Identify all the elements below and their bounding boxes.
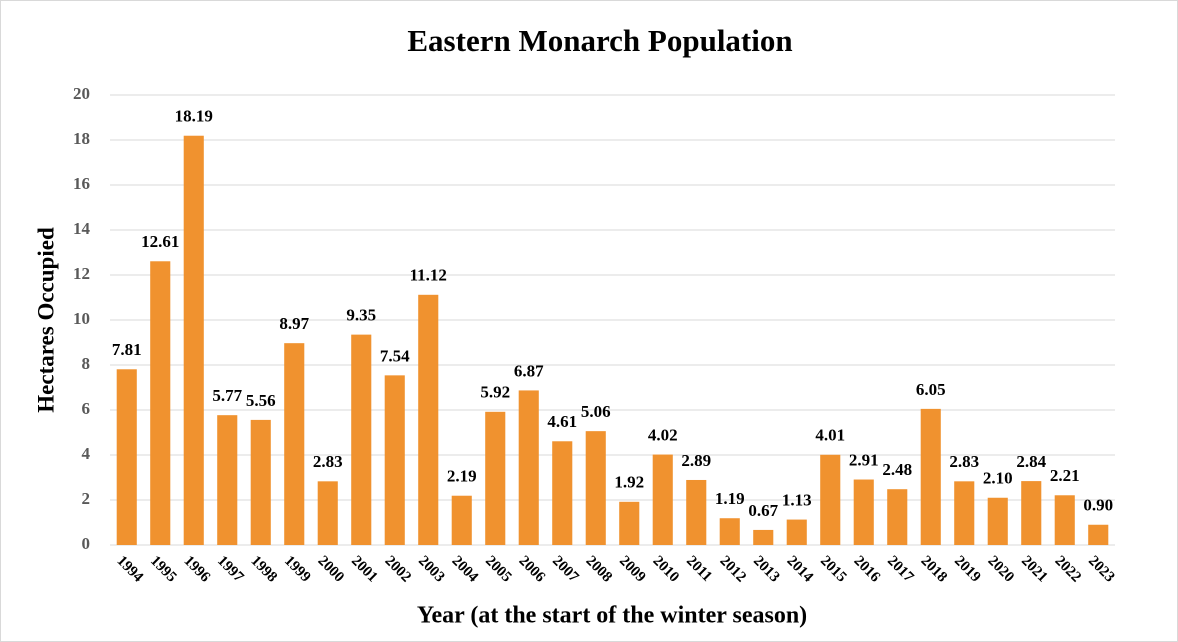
- data-label: 8.97: [279, 314, 309, 333]
- bar: [384, 375, 405, 545]
- data-label: 1.13: [782, 490, 812, 509]
- data-label: 5.06: [581, 402, 611, 421]
- bar: [753, 529, 774, 545]
- data-label: 6.05: [916, 380, 946, 399]
- bar: [1021, 481, 1042, 545]
- data-label: 11.12: [410, 266, 447, 285]
- y-axis-label: Hectares Occupied: [33, 227, 58, 413]
- bar: [284, 343, 305, 545]
- bar: [317, 481, 338, 545]
- y-tick-label: 14: [73, 219, 91, 238]
- data-label: 5.77: [212, 386, 242, 405]
- data-label: 2.83: [313, 452, 343, 471]
- bar: [217, 415, 238, 545]
- data-label: 4.02: [648, 425, 678, 444]
- data-label: 2.19: [447, 467, 477, 486]
- data-label: 7.54: [380, 346, 410, 365]
- data-label: 2.48: [882, 460, 912, 479]
- bar: [485, 411, 506, 545]
- y-tick-label: 6: [82, 399, 91, 418]
- bar: [1088, 524, 1109, 545]
- bar: [887, 489, 908, 545]
- data-label: 2.84: [1016, 452, 1046, 471]
- bar: [652, 454, 673, 545]
- data-label: 4.61: [547, 412, 577, 431]
- data-label: 7.81: [112, 340, 142, 359]
- bar: [585, 431, 606, 545]
- data-label: 2.21: [1050, 466, 1080, 485]
- bar: [987, 497, 1008, 545]
- bar: [820, 454, 841, 545]
- bar: [250, 419, 271, 545]
- y-tick-label: 2: [82, 489, 91, 508]
- bar: [954, 481, 975, 545]
- y-tick-label: 16: [73, 174, 90, 193]
- y-tick-label: 10: [73, 309, 90, 328]
- y-tick-label: 4: [82, 444, 91, 463]
- bar: [451, 495, 472, 545]
- bar: [552, 441, 573, 545]
- data-label: 2.10: [983, 469, 1013, 488]
- y-tick-label: 8: [82, 354, 91, 373]
- data-label: 0.90: [1083, 496, 1113, 515]
- bar: [150, 261, 171, 545]
- data-label: 2.83: [949, 452, 979, 471]
- bar: [351, 334, 372, 545]
- data-label: 12.61: [141, 232, 179, 251]
- data-label: 5.92: [480, 383, 510, 402]
- bar: [116, 369, 137, 545]
- data-label: 1.19: [715, 489, 745, 508]
- x-axis-label: Year (at the start of the winter season): [417, 603, 807, 629]
- bar: [786, 519, 807, 545]
- bar: [853, 479, 874, 545]
- chart-title: Eastern Monarch Population: [407, 23, 792, 58]
- data-label: 18.19: [175, 107, 213, 126]
- data-label: 2.89: [681, 451, 711, 470]
- data-label: 5.56: [246, 391, 276, 410]
- bar: [518, 390, 539, 545]
- y-tick-label: 12: [73, 264, 90, 283]
- bar: [686, 479, 707, 545]
- data-label: 0.67: [748, 501, 778, 520]
- bar: [1054, 495, 1075, 545]
- y-tick-label: 0: [82, 534, 91, 553]
- y-tick-label: 18: [73, 129, 90, 148]
- data-label: 2.91: [849, 450, 879, 469]
- bar: [183, 135, 204, 545]
- data-label: 6.87: [514, 361, 544, 380]
- bar: [619, 501, 640, 545]
- bar: [920, 408, 941, 545]
- data-label: 1.92: [614, 473, 644, 492]
- data-label: 9.35: [346, 306, 376, 325]
- bar: [719, 518, 740, 545]
- bar: [418, 294, 439, 545]
- y-tick-label: 20: [73, 84, 90, 103]
- data-label: 4.01: [815, 426, 845, 445]
